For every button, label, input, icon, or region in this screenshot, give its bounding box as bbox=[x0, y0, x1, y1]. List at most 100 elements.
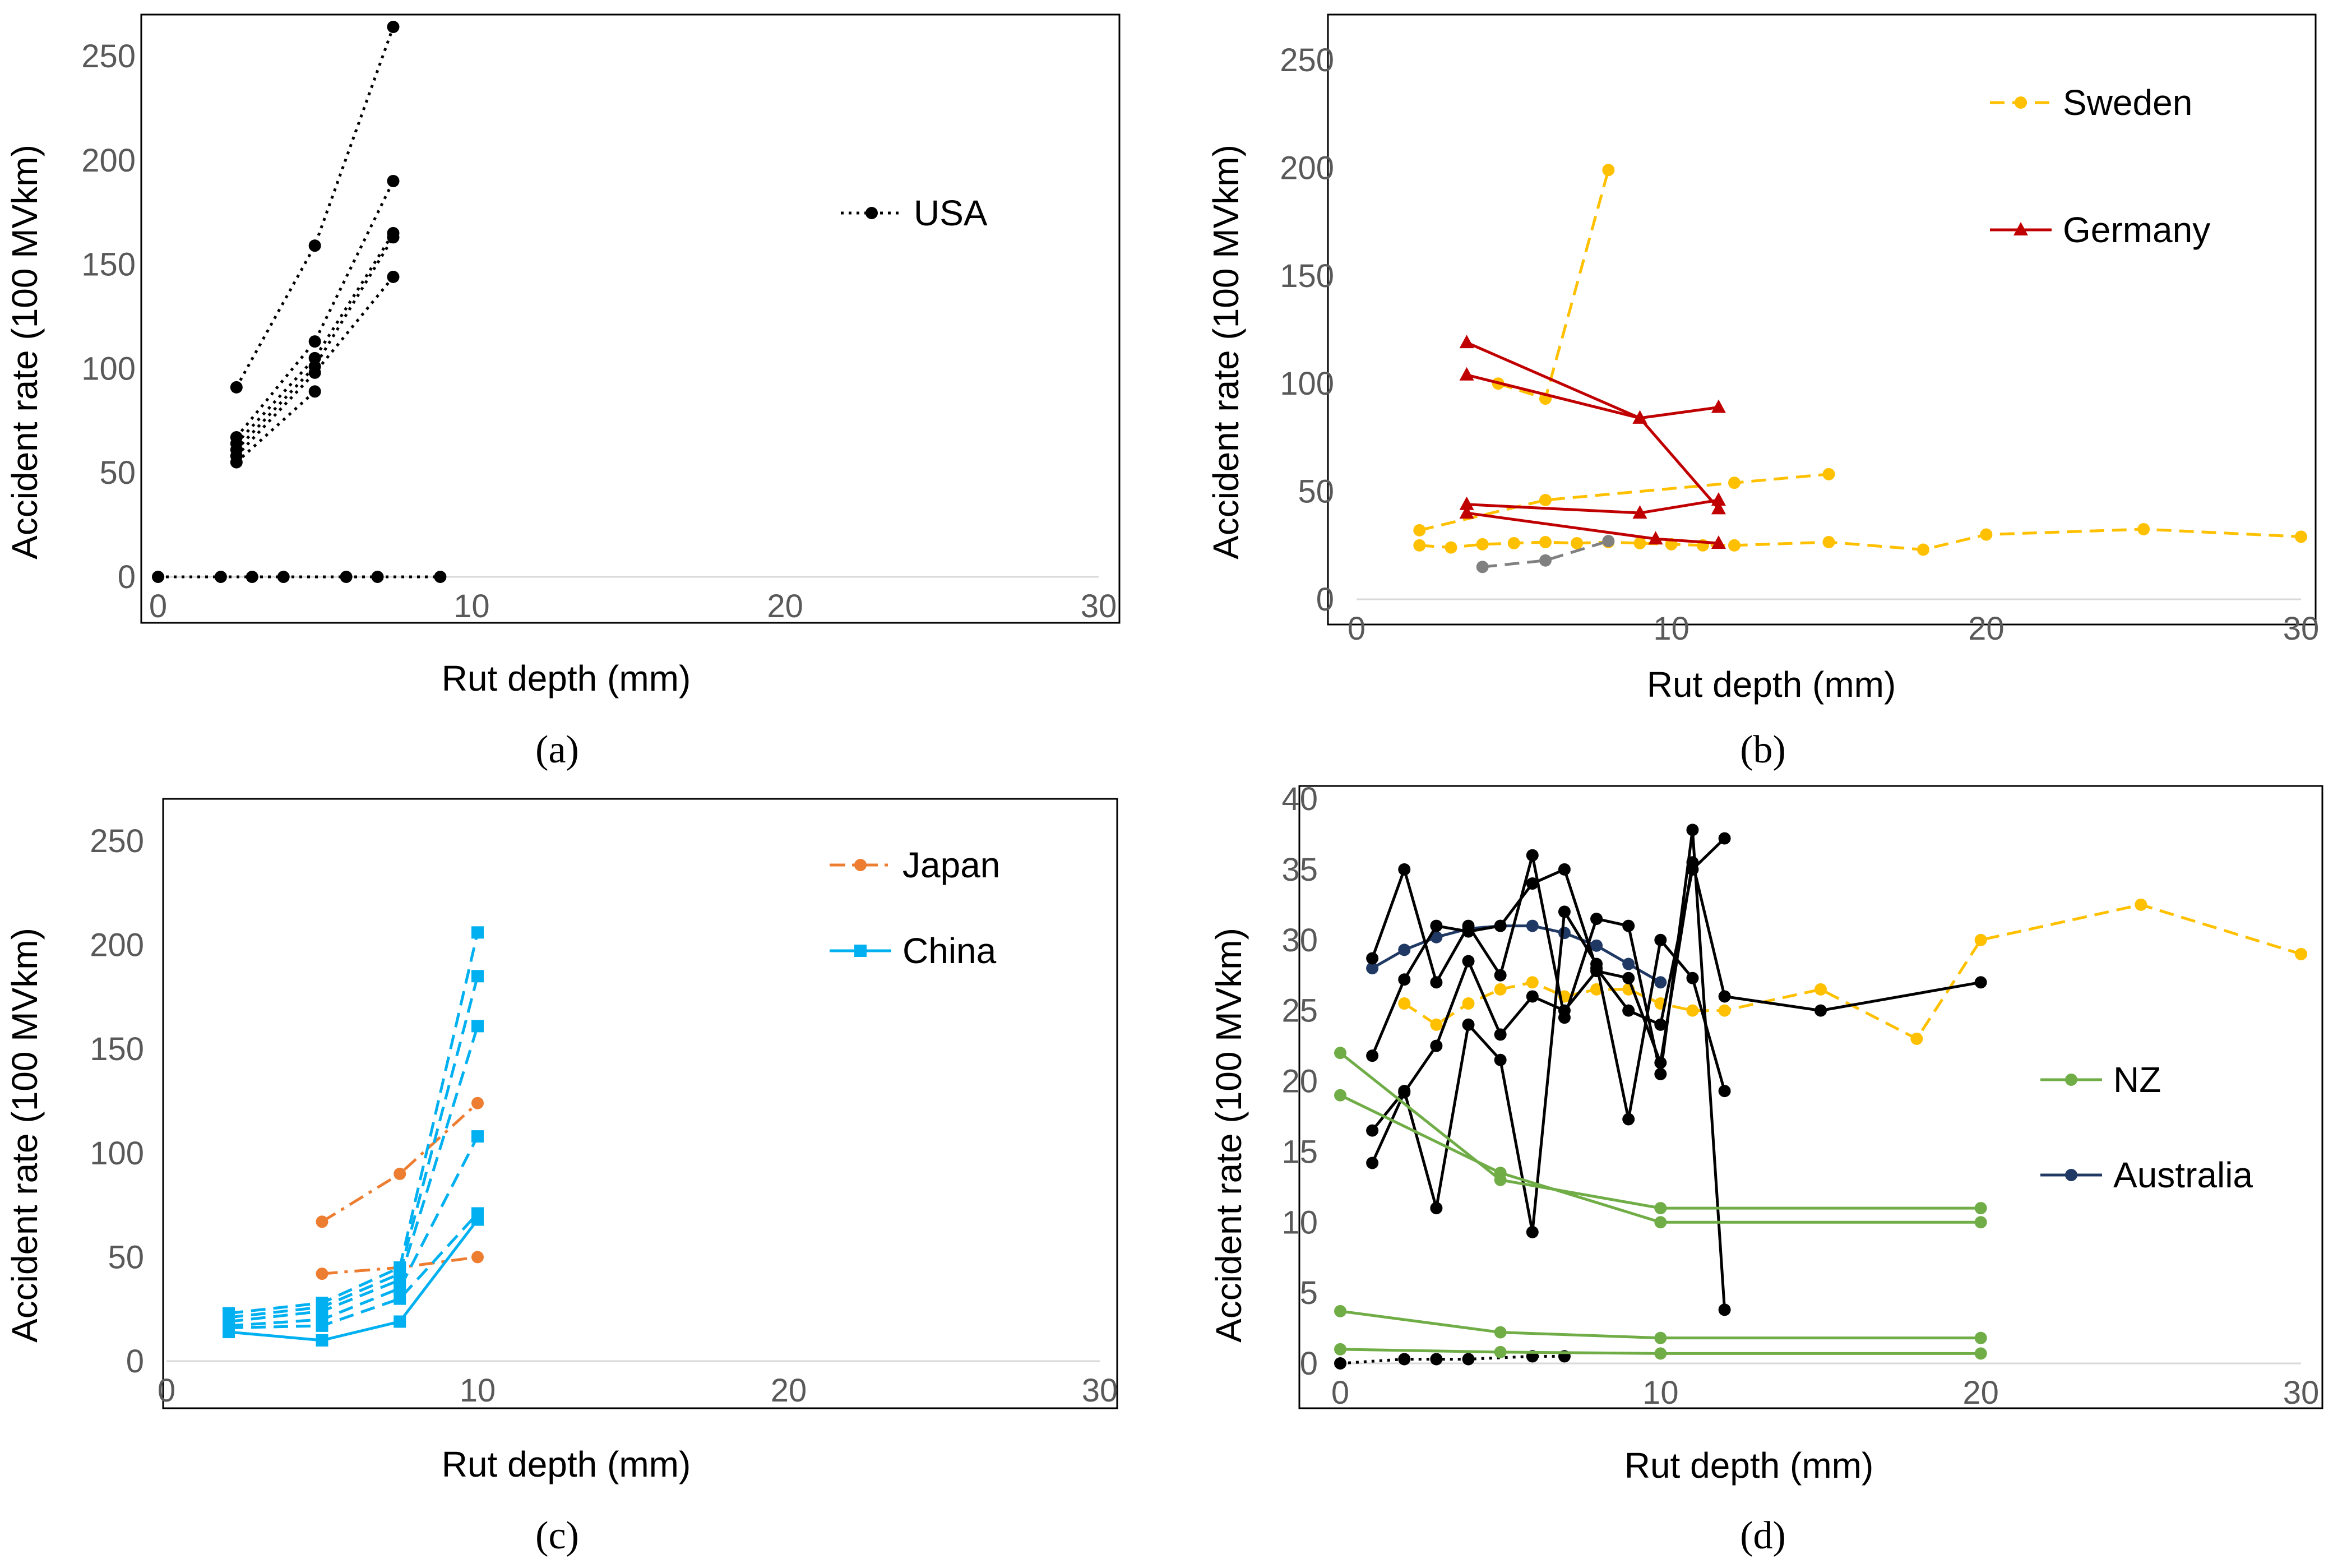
series-line bbox=[228, 1135, 479, 1328]
panel-c: Rut depth (mm) Accident rate (100 MVkm) … bbox=[4, 798, 1118, 1557]
series-line bbox=[1340, 1310, 1981, 1340]
data-point bbox=[1366, 962, 1379, 975]
x-tick-label: 30 bbox=[2283, 610, 2320, 647]
data-point bbox=[394, 1167, 406, 1180]
data-point bbox=[1711, 399, 1726, 413]
data-point bbox=[1462, 1018, 1475, 1031]
data-point bbox=[1526, 877, 1539, 890]
series-unlabeled bbox=[1334, 1350, 1571, 1370]
data-point bbox=[1507, 536, 1520, 549]
x-tick-label: 10 bbox=[460, 1372, 496, 1409]
data-point bbox=[1494, 919, 1507, 932]
panel-c-label: (c) bbox=[535, 1514, 579, 1557]
series-line bbox=[235, 26, 395, 388]
data-point bbox=[1462, 1353, 1475, 1366]
data-point bbox=[1814, 983, 1827, 996]
data-point bbox=[1718, 1303, 1731, 1316]
y-tick-label: 0 bbox=[126, 1343, 144, 1380]
data-point bbox=[387, 270, 400, 283]
data-point bbox=[1558, 927, 1571, 940]
y-tick-label: 100 bbox=[90, 1135, 144, 1172]
legend-entry-sweden: Sweden bbox=[1990, 82, 2192, 123]
series-line bbox=[228, 1212, 479, 1330]
data-point bbox=[1654, 933, 1667, 946]
data-point bbox=[1494, 1167, 1507, 1180]
series-line bbox=[235, 276, 395, 457]
series-line bbox=[1339, 1052, 1981, 1210]
y-tick-label: 10 bbox=[1281, 1204, 1318, 1241]
data-point bbox=[277, 571, 290, 583]
legend-swatch-marker bbox=[854, 859, 867, 871]
data-point bbox=[1413, 539, 1426, 552]
data-point bbox=[2135, 898, 2147, 911]
x-tick-label: 0 bbox=[149, 588, 167, 625]
data-point bbox=[223, 1326, 235, 1339]
data-point bbox=[1413, 524, 1426, 536]
legend-entry-nz: NZ bbox=[2040, 1060, 2161, 1100]
data-point bbox=[1728, 539, 1741, 552]
panel-c-y-axis-title: Accident rate (100 MVkm) bbox=[4, 928, 45, 1343]
data-point bbox=[394, 1315, 406, 1328]
data-point bbox=[1602, 164, 1615, 177]
y-tick-label: 50 bbox=[108, 1239, 144, 1275]
data-point bbox=[316, 1215, 328, 1228]
series-line bbox=[235, 180, 395, 438]
y-tick-label: 0 bbox=[1300, 1345, 1318, 1382]
series-line bbox=[228, 1025, 479, 1323]
legend-swatch-marker bbox=[2013, 222, 2028, 235]
data-point bbox=[1654, 976, 1667, 989]
data-point bbox=[2137, 522, 2150, 535]
x-tick-label: 20 bbox=[767, 588, 803, 625]
data-point bbox=[1718, 1085, 1731, 1098]
data-point bbox=[394, 1282, 406, 1295]
panel-c-x-axis-title: Rut depth (mm) bbox=[442, 1444, 691, 1484]
y-tick-label: 250 bbox=[90, 823, 144, 859]
data-point bbox=[1822, 468, 1835, 480]
y-tick-label: 200 bbox=[81, 142, 136, 179]
legend-swatch-marker bbox=[2065, 1074, 2077, 1086]
data-point bbox=[230, 456, 243, 469]
data-point bbox=[246, 571, 258, 583]
data-point bbox=[1366, 1049, 1379, 1062]
panel-b-y-axis-title: Accident rate (100 MVkm) bbox=[1206, 145, 1246, 559]
x-tick-label: 10 bbox=[1642, 1375, 1679, 1411]
data-point bbox=[1590, 912, 1603, 925]
data-point bbox=[1686, 856, 1699, 869]
y-tick-label: 200 bbox=[90, 927, 144, 964]
y-tick-label: 5 bbox=[1300, 1275, 1318, 1311]
data-point bbox=[1494, 969, 1507, 982]
legend-entry-japan: Japan bbox=[830, 845, 1000, 885]
data-point bbox=[1539, 536, 1552, 549]
data-point bbox=[1366, 952, 1379, 965]
panel-d-plot-frame bbox=[1298, 785, 2323, 1409]
data-point bbox=[1590, 983, 1603, 996]
data-point bbox=[1430, 919, 1443, 932]
y-tick-label: 30 bbox=[1281, 922, 1318, 959]
data-point bbox=[1526, 976, 1539, 989]
x-tick-label: 20 bbox=[771, 1372, 807, 1409]
series-line bbox=[1340, 1348, 1981, 1355]
panel-b-label: (b) bbox=[1740, 728, 1786, 771]
data-point bbox=[1974, 1202, 1987, 1215]
y-tick-label: 0 bbox=[1316, 581, 1334, 618]
data-point bbox=[1558, 1004, 1571, 1017]
series-line bbox=[1403, 903, 2302, 1040]
data-point bbox=[214, 571, 227, 583]
x-tick-label: 30 bbox=[1082, 1372, 1118, 1409]
data-point bbox=[1571, 536, 1584, 549]
data-point bbox=[434, 571, 447, 583]
data-point bbox=[1686, 1004, 1699, 1017]
data-point bbox=[1974, 933, 1987, 946]
data-point bbox=[1476, 538, 1489, 551]
data-point bbox=[1494, 1028, 1507, 1041]
data-point bbox=[308, 335, 321, 348]
series-nz bbox=[1334, 1047, 1987, 1215]
y-tick-label: 40 bbox=[1281, 781, 1318, 817]
panel-d-x-axis-title: Rut depth (mm) bbox=[1624, 1445, 1874, 1486]
data-point bbox=[1430, 1018, 1443, 1031]
data-point bbox=[1814, 1004, 1827, 1017]
data-point bbox=[1686, 824, 1699, 836]
series-japan bbox=[316, 1097, 484, 1228]
x-tick-label: 30 bbox=[2283, 1375, 2320, 1411]
data-point bbox=[1445, 541, 1457, 554]
